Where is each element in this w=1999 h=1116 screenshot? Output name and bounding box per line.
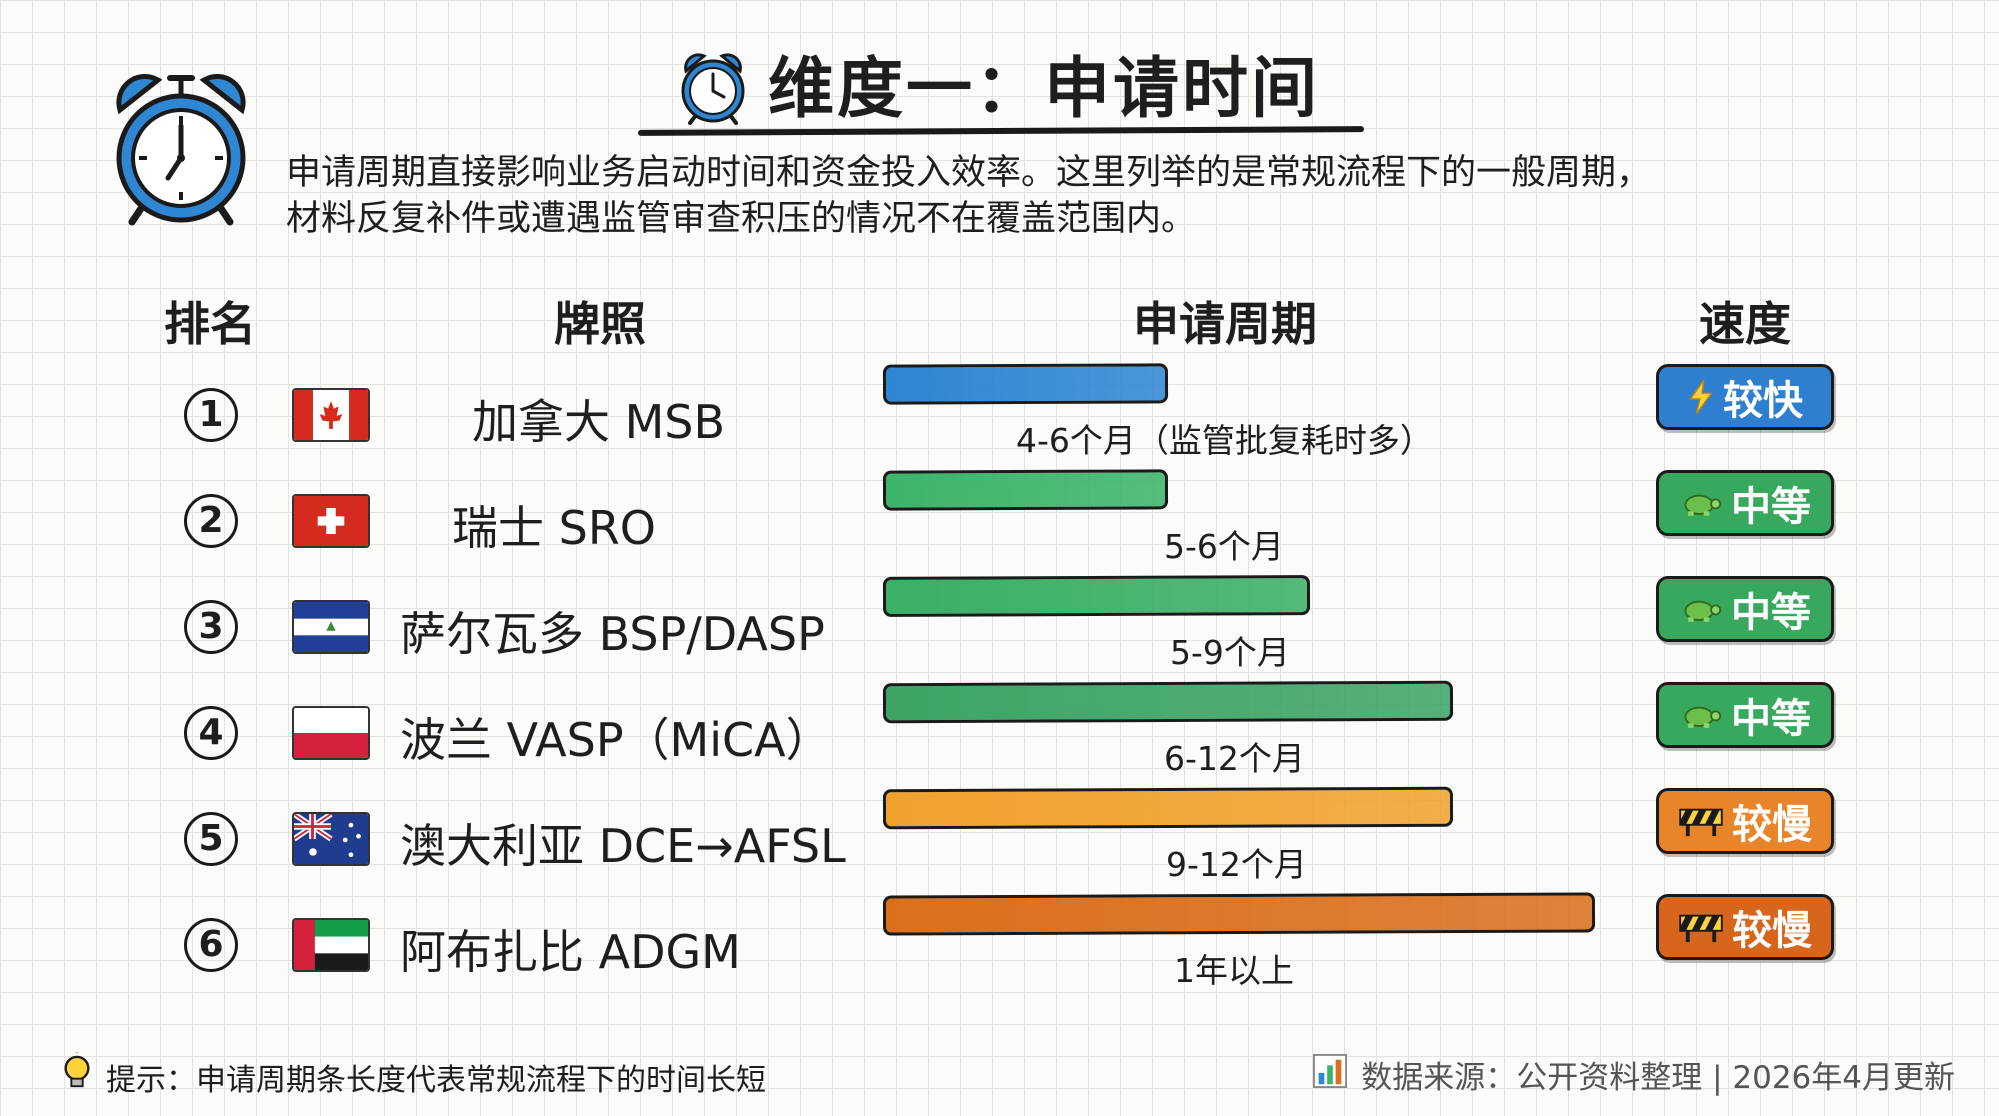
switzerland-flag-icon — [292, 494, 370, 548]
speed-badge: 较慢 — [1656, 894, 1834, 960]
footer-tip-text: 提示：申请周期条长度代表常规流程下的时间长短 — [106, 1063, 766, 1098]
alarm-clock-icon — [678, 49, 748, 129]
title-block: 维度一：申请时间 — [678, 44, 1320, 134]
footer-source: 数据来源：公开资料整理 | 2026年4月更新 — [1313, 1052, 1955, 1097]
license-name: 波兰 VASP（MiCA） — [400, 713, 832, 767]
header-rank: 排名 — [164, 297, 256, 351]
header-speed: 速度 — [1699, 297, 1791, 351]
period-label: 1年以上 — [1174, 951, 1294, 990]
period-bar — [882, 680, 1454, 724]
period-bar — [882, 892, 1596, 936]
table-row: 1 加拿大 MSB 4-6个月（监管批复耗时多） 较快 — [0, 363, 1999, 464]
period-label: 4-6个月（监管批复耗时多） — [1016, 421, 1433, 460]
canada-flag-icon — [292, 388, 370, 442]
speed-badge: 中等 — [1656, 682, 1834, 748]
speed-badge: 中等 — [1656, 470, 1834, 536]
rank-badge: 3 — [184, 600, 238, 654]
rank-badge: 2 — [184, 494, 238, 548]
period-label: 6-12个月 — [1164, 739, 1305, 778]
turtle-icon — [1679, 700, 1723, 730]
header-license: 牌照 — [554, 297, 646, 351]
speed-label: 中等 — [1731, 590, 1811, 636]
license-name: 加拿大 MSB — [472, 395, 726, 449]
poland-flag-icon — [292, 706, 370, 760]
period-label: 5-9个月 — [1170, 633, 1290, 672]
table-row: 2 瑞士 SRO 5-6个月 中等 — [0, 469, 1999, 570]
bar-chart-icon — [1313, 1053, 1348, 1096]
speed-badge: 较慢 — [1656, 788, 1834, 854]
intro-text: 申请周期直接影响业务启动时间和资金投入效率。这里列举的是常规流程下的一般周期， … — [286, 150, 1846, 242]
rank-badge: 6 — [184, 918, 238, 972]
lightning-icon — [1687, 378, 1715, 416]
table-row: 4 波兰 VASP（MiCA） 6-12个月 中等 — [0, 680, 1999, 782]
header-period: 申请周期 — [1133, 297, 1317, 351]
speed-label: 较快 — [1723, 378, 1803, 424]
intro-line-1: 申请周期直接影响业务启动时间和资金投入效率。这里列举的是常规流程下的一般周期， — [286, 153, 1652, 193]
rank-badge: 4 — [184, 706, 238, 760]
speed-label: 中等 — [1731, 696, 1811, 742]
period-bar — [882, 363, 1169, 405]
period-bar — [882, 786, 1454, 830]
turtle-icon — [1679, 488, 1723, 518]
license-name: 阿布扎比 ADGM — [400, 925, 741, 979]
speed-label: 中等 — [1731, 484, 1811, 530]
intro-line-2: 材料反复补件或遭遇监管审查积压的情况不在覆盖范围内。 — [286, 199, 1197, 240]
period-label: 5-6个月 — [1164, 527, 1284, 566]
lightbulb-icon — [60, 1049, 94, 1102]
license-name: 瑞士 SRO — [452, 501, 656, 555]
roadblock-icon — [1678, 910, 1724, 944]
rank-badge: 1 — [184, 388, 238, 442]
license-name: 澳大利亚 DCE→AFSL — [400, 819, 846, 873]
table-row: 6 阿布扎比 ADGM 1年以上 较慢 — [0, 892, 1999, 994]
el-salvador-flag-icon — [292, 600, 370, 654]
footer-tip: 提示：申请周期条长度代表常规流程下的时间长短 — [60, 1049, 766, 1102]
turtle-icon — [1679, 594, 1723, 624]
table-row: 5 澳大利亚 DCE→AFSL 9-12个月 较慢 — [0, 786, 1999, 888]
footer-source-text: 数据来源：公开资料整理 | 2026年4月更新 — [1361, 1060, 1955, 1096]
australia-flag-icon — [292, 812, 370, 866]
alarm-clock-icon — [106, 66, 256, 230]
rank-badge: 5 — [184, 812, 238, 866]
license-name: 萨尔瓦多 BSP/DASP — [400, 607, 825, 661]
roadblock-icon — [1678, 804, 1724, 838]
speed-label: 较慢 — [1732, 802, 1812, 848]
uae-flag-icon — [292, 918, 370, 972]
period-label: 9-12个月 — [1166, 845, 1307, 884]
table-row: 3 萨尔瓦多 BSP/DASP 5-9个月 中等 — [0, 575, 1999, 676]
period-bar — [882, 469, 1169, 511]
page-title: 维度一：申请时间 — [768, 50, 1320, 127]
speed-badge: 中等 — [1656, 576, 1834, 642]
speed-label: 较慢 — [1732, 908, 1812, 954]
speed-badge: 较快 — [1656, 364, 1834, 430]
period-bar — [882, 575, 1311, 617]
